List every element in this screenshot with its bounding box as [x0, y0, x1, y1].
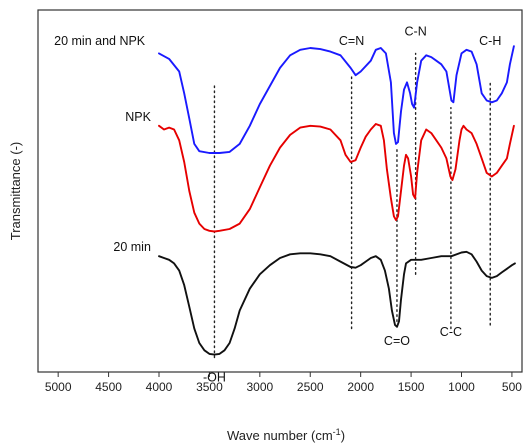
x-tick-label: 4000: [146, 380, 173, 394]
series-labels: 20 min and NPK NPK 20 min: [54, 34, 151, 254]
annotation-label: C=O: [384, 334, 410, 348]
x-tick-label: 3000: [246, 380, 273, 394]
annotation-label: C-N: [405, 25, 427, 39]
x-axis-title: Wave number (cm-1): [227, 427, 345, 443]
x-tick-label: 4500: [95, 380, 122, 394]
annotation-label: C-H: [479, 34, 501, 48]
annotation-label: -OH: [203, 370, 226, 384]
x-tick-label: 2500: [297, 380, 324, 394]
x-tick-label: 1500: [398, 380, 425, 394]
x-tick-label: 2000: [347, 380, 374, 394]
series-label: 20 min: [113, 240, 151, 254]
annotation-label: C-C: [440, 325, 462, 339]
x-tick-label: 1000: [448, 380, 475, 394]
annotation-label: C=N: [339, 34, 364, 48]
peak-annotations: -OH C=N C=O C-N C-C C-H: [203, 25, 501, 385]
series-line-20-min-and-npk: [158, 45, 515, 154]
series-line-20-min: [158, 250, 516, 356]
series-label: 20 min and NPK: [54, 34, 146, 48]
x-tick-label: 3500: [196, 380, 223, 394]
series-label: NPK: [125, 110, 151, 124]
spectra-series: [158, 45, 516, 356]
plot-frame: [37, 9, 523, 373]
y-axis-title: Transmittance (-): [8, 142, 23, 240]
x-tick-label: 500: [502, 380, 522, 394]
series-line-npk: [158, 123, 515, 233]
x-axis-ticks: 5000 4500 4000 3500 3000 2500 2000 1500 1000 500: [45, 372, 522, 394]
x-tick-label: 5000: [45, 380, 72, 394]
